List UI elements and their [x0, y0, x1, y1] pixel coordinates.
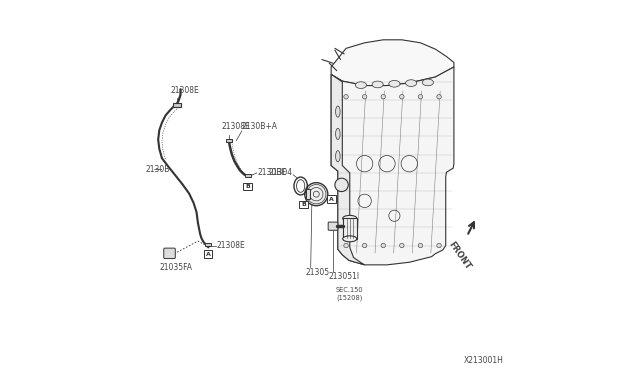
FancyBboxPatch shape: [204, 250, 212, 258]
Circle shape: [362, 243, 367, 248]
Circle shape: [437, 94, 441, 99]
Text: A: A: [329, 196, 333, 202]
Text: 21308E: 21308E: [216, 241, 245, 250]
FancyBboxPatch shape: [243, 183, 252, 190]
Ellipse shape: [335, 128, 340, 140]
Bar: [173, 103, 180, 107]
Bar: [306, 189, 310, 199]
Bar: [227, 139, 232, 142]
Bar: [205, 243, 211, 246]
Circle shape: [399, 243, 404, 248]
Text: 21308E: 21308E: [221, 122, 250, 131]
Text: X213001H: X213001H: [464, 356, 504, 365]
Ellipse shape: [422, 79, 433, 86]
Ellipse shape: [372, 81, 383, 88]
Bar: [342, 218, 357, 239]
Ellipse shape: [335, 151, 340, 162]
Polygon shape: [331, 74, 365, 265]
Text: B: B: [301, 202, 306, 207]
Circle shape: [362, 94, 367, 99]
Circle shape: [437, 243, 441, 248]
Ellipse shape: [355, 82, 367, 89]
Text: A: A: [205, 251, 211, 257]
Ellipse shape: [389, 80, 400, 87]
Text: SEC.150
(15208): SEC.150 (15208): [336, 287, 364, 301]
Text: B: B: [245, 184, 250, 189]
Text: 21308E: 21308E: [170, 86, 199, 95]
Ellipse shape: [335, 106, 340, 117]
Ellipse shape: [342, 236, 357, 242]
Ellipse shape: [406, 80, 417, 86]
Text: 2130B+A: 2130B+A: [242, 122, 278, 131]
Text: 2130B: 2130B: [145, 165, 170, 174]
Circle shape: [344, 94, 348, 99]
Polygon shape: [331, 67, 454, 265]
Text: 21305: 21305: [306, 268, 330, 277]
FancyBboxPatch shape: [328, 222, 338, 230]
Circle shape: [418, 94, 422, 99]
Text: 213051I: 213051I: [328, 272, 359, 281]
FancyBboxPatch shape: [164, 248, 175, 259]
Text: 21035FA: 21035FA: [159, 263, 192, 272]
Circle shape: [381, 243, 385, 248]
Circle shape: [344, 243, 348, 248]
FancyBboxPatch shape: [299, 201, 308, 208]
Ellipse shape: [342, 215, 357, 221]
Ellipse shape: [305, 183, 328, 206]
Polygon shape: [331, 40, 454, 86]
Circle shape: [399, 94, 404, 99]
Circle shape: [335, 178, 348, 192]
Circle shape: [381, 94, 385, 99]
Circle shape: [418, 243, 422, 248]
Text: 2130BE: 2130BE: [257, 169, 287, 177]
Text: 21304: 21304: [268, 169, 292, 177]
FancyBboxPatch shape: [326, 195, 335, 203]
Text: FRONT: FRONT: [447, 240, 472, 271]
Bar: [245, 174, 251, 177]
